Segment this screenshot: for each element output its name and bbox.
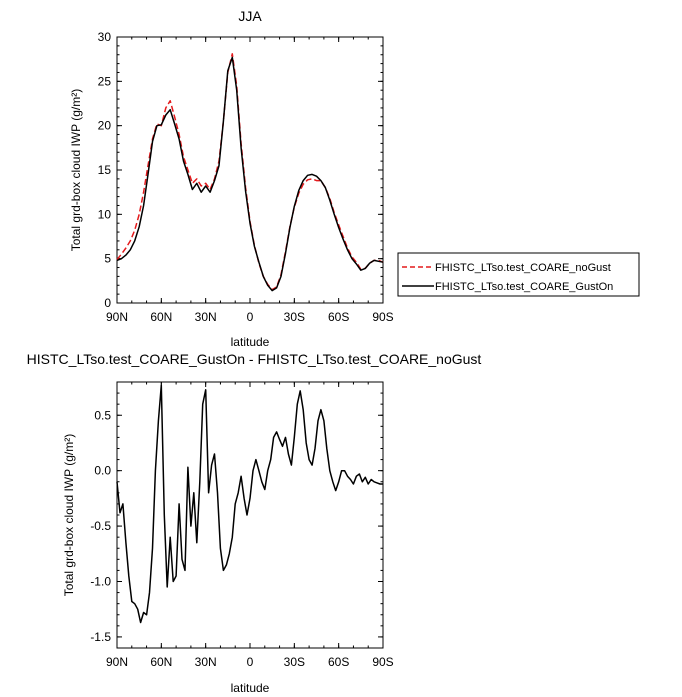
top-series-line-0 [116,53,384,291]
top-y-tick-label: 30 [98,30,112,44]
bottom-x-tick-label: 30N [195,655,217,669]
top-x-tick-label: 30S [284,310,305,324]
bottom-y-tick-label: -1.0 [90,575,111,589]
top-chart-title: JJA [238,8,262,24]
top-x-tick-label: 60S [328,310,349,324]
legend-label-nogust: FHISTC_LTso.test_COARE_noGust [435,262,611,274]
legend-box [397,252,640,297]
top-x-tick-label: 90S [372,310,393,324]
bottom-y-tick-label: 0.0 [94,464,111,478]
top-x-tick-label: 90N [106,310,128,324]
top-y-axis-label: Total grd-box cloud IWP (g/m²) [69,89,83,252]
bottom-y-axis-label: Total grd-box cloud IWP (g/m²) [62,434,76,597]
top-y-tick-label: 10 [98,207,112,221]
top-y-tick-label: 5 [104,252,111,266]
bottom-y-tick-label: -1.5 [90,630,111,644]
bottom-x-axis-label: latitude [231,681,270,695]
bottom-chart-title: HISTC_LTso.test_COARE_GustOn - FHISTC_LT… [27,351,482,367]
bottom-x-tick-label: 0 [247,655,254,669]
top-x-tick-label: 30N [195,310,217,324]
bottom-x-tick-label: 90N [106,655,128,669]
bottom-series-line-0 [116,384,383,624]
top-y-tick-label: 25 [98,74,112,88]
top-plot-frame [116,36,384,304]
bottom-y-tick-label: -0.5 [90,519,111,533]
top-x-tick-label: 60N [150,310,172,324]
bottom-y-tick-label: 0.5 [94,408,111,422]
top-panel: JJA 90N 60N 30N 0 30S 60S 90S 0 5 10 15 20 25 30 lati… [69,8,640,349]
top-axes: 90N 60N 30N 0 30S 60S 90S 0 5 10 15 20 25 30 [98,30,394,324]
top-x-axis-label: latitude [231,335,270,349]
top-x-tick-label: 0 [247,310,254,324]
bottom-x-tick-label: 30S [284,655,305,669]
bottom-series [116,384,383,624]
bottom-axes: 90N 60N 30N 0 30S 60S 90S -1.5 -1.0 -0.5 0.0 0.5 [90,381,394,669]
top-legend: FHISTC_LTso.test_COARE_noGust FHISTC_LTs… [397,252,640,297]
bottom-x-tick-label: 90S [372,655,393,669]
legend-label-guston: FHISTC_LTso.test_COARE_GustOn [435,281,613,293]
top-y-tick-label: 20 [98,119,112,133]
top-y-tick-label: 0 [104,296,111,310]
top-y-tick-label: 15 [98,163,112,177]
top-series-line-1 [116,56,384,292]
bottom-plot-frame [116,381,384,649]
top-series [116,53,384,292]
bottom-x-tick-label: 60N [150,655,172,669]
bottom-panel: HISTC_LTso.test_COARE_GustOn - FHISTC_LT… [27,351,482,695]
bottom-x-tick-label: 60S [328,655,349,669]
